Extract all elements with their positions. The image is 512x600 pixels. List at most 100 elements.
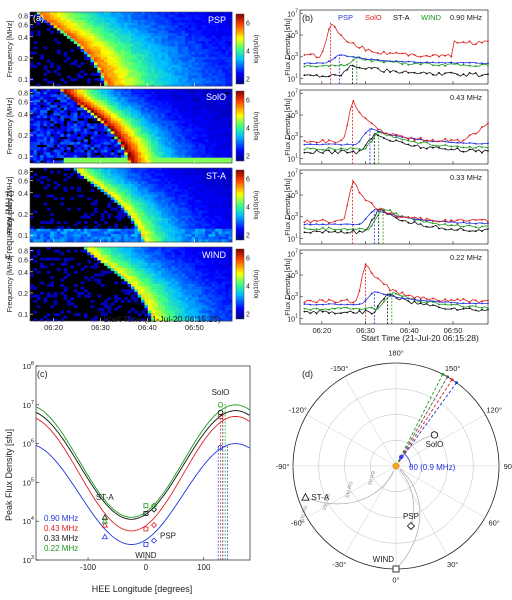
- spectrogram-cell: [225, 83, 230, 87]
- spectrogram-cell: [205, 249, 209, 253]
- spectrogram-cell: [107, 54, 112, 58]
- spectrogram-cell: [100, 56, 105, 60]
- spectrogram-cell: [30, 104, 34, 108]
- spectrogram-cell: [94, 99, 98, 103]
- spectrogram-cell: [43, 149, 48, 153]
- spectrogram-cell: [164, 59, 169, 63]
- spectrogram-cell: [171, 202, 176, 206]
- spectrogram-cell: [228, 199, 233, 203]
- spectrogram-cell: [211, 191, 216, 195]
- spectrogram-cell: [215, 265, 219, 269]
- spectrogram-cell: [184, 141, 189, 145]
- spectrogram-cell: [60, 112, 65, 116]
- spectrogram-cell: [144, 35, 149, 39]
- spectrogram-cell: [147, 270, 152, 274]
- spectrogram-cell: [73, 170, 78, 174]
- spectrogram-cell: [215, 149, 219, 153]
- spectrogram-cell: [181, 205, 186, 208]
- spectrogram-cell: [205, 118, 209, 122]
- spectrogram-cell: [191, 168, 196, 171]
- spectrogram-cell: [201, 126, 206, 129]
- spectrogram-cell: [87, 234, 91, 238]
- spectrogram-cell: [218, 126, 223, 129]
- spectrogram-cell: [218, 284, 223, 287]
- spectrogram-cell: [104, 83, 108, 87]
- spectrogram-cell: [134, 123, 139, 127]
- spectrogram-cell: [195, 33, 199, 37]
- spectrogram-cell: [228, 170, 233, 174]
- spectrogram-cell: [110, 56, 115, 60]
- spectrogram-cell: [184, 175, 189, 179]
- spectrogram-cell: [90, 247, 95, 250]
- spectrogram-cell: [208, 112, 213, 116]
- spectrogram-cell: [221, 75, 226, 79]
- spectrogram-cell: [144, 83, 149, 87]
- spectrogram-cell: [201, 262, 206, 266]
- spectrogram-cell: [147, 107, 152, 111]
- spectrogram-cell: [188, 289, 192, 293]
- spectrogram-cell: [157, 191, 162, 195]
- spectrogram-cell: [144, 64, 149, 68]
- spectrogram-cell: [100, 96, 105, 100]
- spectrogram-cell: [97, 46, 102, 50]
- spectrogram-cell: [60, 141, 65, 145]
- spectrogram-cell: [80, 194, 85, 198]
- spectrogram-cell: [205, 218, 209, 222]
- spectrogram-cell: [40, 14, 44, 18]
- spectrogram-cell: [141, 38, 145, 42]
- spectrogram-cell: [178, 231, 182, 235]
- spectrogram-cell: [114, 30, 118, 34]
- spectrogram-cell: [205, 112, 209, 116]
- spectrogram-cell: [110, 43, 115, 47]
- spectrogram-cell: [157, 234, 162, 238]
- spectrogram-cell: [205, 286, 209, 290]
- spectrogram-cell: [171, 220, 176, 224]
- spectrogram-cell: [117, 70, 122, 74]
- spectrogram-cell: [104, 102, 108, 106]
- spectrogram-cell: [205, 173, 209, 177]
- spectrogram-cell: [198, 278, 203, 282]
- spectrogram-cell: [168, 99, 172, 103]
- spectrogram-cell: [178, 147, 182, 151]
- spectrogram-cell: [178, 96, 182, 100]
- spectrogram-cell: [198, 120, 203, 124]
- spectrogram-cell: [184, 215, 189, 219]
- spectrogram-cell: [67, 123, 71, 127]
- spectrogram-cell: [164, 286, 169, 290]
- spectrogram-cell: [83, 14, 88, 18]
- spectrogram-cell: [144, 257, 149, 261]
- spectrogram-cell: [110, 178, 115, 182]
- spectrogram-cell: [110, 152, 115, 156]
- spectrogram-cell: [161, 178, 166, 182]
- spectrogram-cell: [120, 115, 125, 119]
- spectrogram-cell: [67, 152, 71, 156]
- spectrogram-cell: [90, 144, 95, 148]
- spectrogram-cell: [221, 247, 226, 250]
- spectrogram-cell: [188, 160, 192, 164]
- spectrogram-cell: [67, 75, 71, 79]
- spectrogram-cell: [141, 46, 145, 50]
- spectrogram-cell: [178, 118, 182, 122]
- spectrogram-cell: [117, 35, 122, 39]
- spectrogram-cell: [87, 260, 91, 264]
- spectrogram-cell: [208, 186, 213, 190]
- spectrogram-cell: [127, 249, 132, 253]
- spectrogram-cell: [151, 289, 155, 293]
- spectrogram-cell: [218, 175, 223, 179]
- spectrogram-cell: [90, 152, 95, 156]
- spectrogram-cell: [164, 144, 169, 148]
- spectrogram-cell: [43, 115, 48, 119]
- spectrogram-cell: [208, 234, 213, 238]
- spectrogram-cell: [100, 273, 105, 277]
- spectrogram-cell: [211, 268, 216, 272]
- spectrogram-cell: [63, 147, 68, 151]
- spectrogram-cell: [211, 43, 216, 47]
- spectrogram-cell: [221, 38, 226, 42]
- spectrogram-cell: [188, 144, 192, 148]
- spectrogram-cell: [50, 131, 54, 135]
- spectrogram-cell: [147, 147, 152, 151]
- ylabel: Frequency [MHz]: [5, 176, 14, 233]
- spectrogram-cell: [127, 155, 132, 159]
- spectrogram-cell: [221, 289, 226, 293]
- spectrogram-cell: [208, 139, 213, 143]
